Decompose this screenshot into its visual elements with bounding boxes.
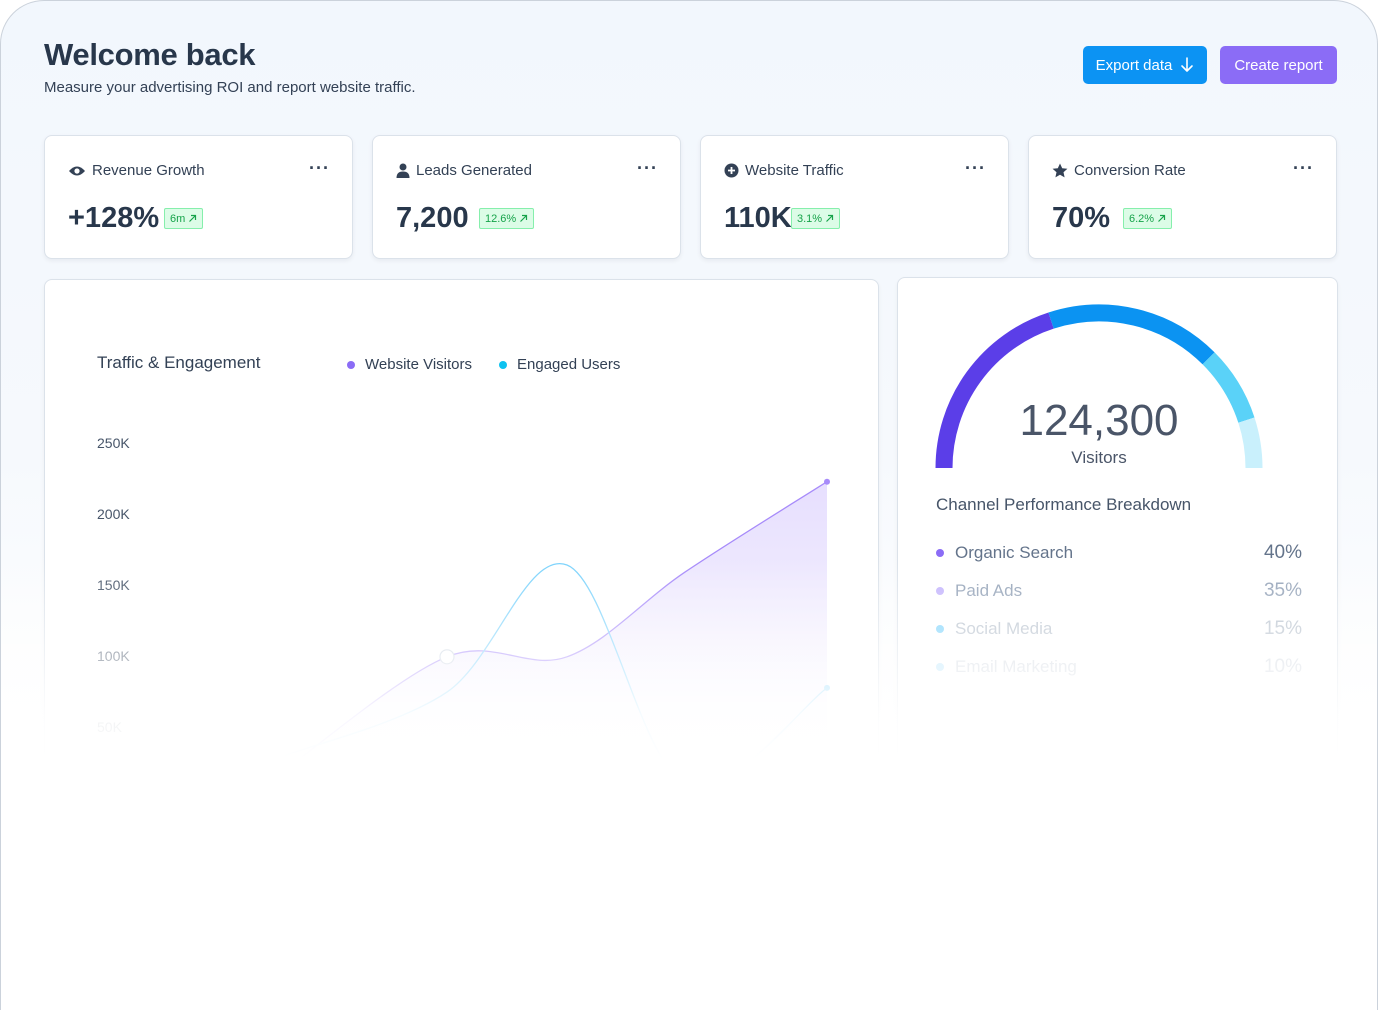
gauge-segment-social-media[interactable] [1202, 352, 1255, 423]
metric-card-leads-generated: Leads Generated ··· 7,200 12.6% [372, 135, 681, 259]
more-options-icon[interactable]: ··· [637, 158, 658, 178]
channel-dot-icon [936, 663, 944, 671]
trend-badge: 6.2% [1123, 208, 1173, 229]
y-tick-label: 200K [97, 506, 130, 522]
channel-row-email-marketing: Email Marketing 10% [936, 656, 1302, 678]
gauge-label: Visitors [1071, 448, 1127, 467]
metric-value: 7,200 [396, 202, 469, 234]
series-area-website-visitors [285, 481, 827, 798]
traffic-engagement-panel: Traffic & Engagement Website Visitors En… [44, 279, 879, 839]
data-point[interactable] [824, 478, 830, 485]
trend-badge-text: 6m [170, 212, 186, 225]
channel-name: Social Media [955, 619, 1053, 638]
more-options-icon[interactable]: ··· [965, 158, 986, 178]
metric-value: +128% [68, 202, 160, 234]
trend-badge-text: 12.6% [485, 212, 517, 225]
legend-dot-icon [347, 360, 355, 369]
legend-dot-icon [499, 360, 507, 369]
channel-performance-panel: 124,300 Visitors Channel Performance Bre… [897, 277, 1338, 837]
legend-label: Website Visitors [365, 356, 472, 373]
legend-label: Engaged Users [517, 356, 621, 373]
gauge-value: 124,300 [1019, 396, 1179, 445]
arrow-up-right-icon [189, 214, 197, 222]
chart-title: Traffic & Engagement [97, 353, 261, 372]
metric-card-conversion-rate: Conversion Rate ··· 70% 6.2% [1028, 135, 1337, 259]
arrow-down-icon [1181, 57, 1194, 72]
more-options-icon[interactable]: ··· [1293, 158, 1314, 178]
channel-row-social-media: Social Media 15% [936, 618, 1302, 640]
trend-badge-text: 6.2% [1129, 212, 1155, 225]
channel-name: Email Marketing [955, 657, 1077, 676]
export-data-button[interactable]: Export data [1083, 46, 1207, 84]
metric-card-revenue-growth: Revenue Growth ··· +128% 6m [44, 135, 353, 259]
eye-icon [69, 166, 85, 175]
arrow-up-right-icon [826, 214, 834, 222]
arrow-up-right-icon [520, 214, 528, 222]
export-data-label: Export data [1095, 56, 1173, 74]
channel-percent: 10% [1263, 656, 1302, 677]
channel-percent: 40% [1263, 542, 1302, 563]
create-report-button[interactable]: Create report [1220, 46, 1337, 84]
channel-name: Organic Search [955, 543, 1074, 562]
visitors-gauge [935, 304, 1263, 469]
metric-value: 110K [724, 202, 792, 234]
create-report-label: Create report [1234, 56, 1323, 74]
legend-engaged-users[interactable]: Engaged Users [499, 356, 620, 373]
channel-dot-icon [936, 625, 944, 633]
metric-label: Conversion Rate [1074, 162, 1186, 179]
metric-label: Website Traffic [745, 162, 844, 179]
more-options-icon[interactable]: ··· [309, 158, 330, 178]
channel-row-paid-ads: Paid Ads 35% [936, 580, 1302, 602]
gauge-segment-organic-search[interactable] [935, 312, 1054, 469]
gauge-segment-paid-ads[interactable] [1048, 304, 1215, 365]
metric-card-website-traffic: Website Traffic ··· 110K 3.1% [700, 135, 1009, 259]
star-icon [1052, 163, 1068, 178]
traffic-chart-plot [284, 478, 830, 798]
trend-badge: 12.6% [479, 208, 535, 229]
user-icon [396, 163, 410, 178]
page-subtitle: Measure your advertising ROI and report … [44, 79, 416, 96]
trend-badge-text: 3.1% [797, 212, 823, 225]
arrow-up-right-icon [1158, 214, 1166, 222]
breakdown-title: Channel Performance Breakdown [936, 495, 1192, 514]
metric-label: Leads Generated [416, 162, 532, 179]
channel-row-organic-search: Organic Search 40% [936, 542, 1302, 564]
page-title: Welcome back [44, 37, 256, 72]
metric-value: 70% [1052, 202, 1111, 234]
data-point[interactable] [824, 684, 830, 691]
channel-name: Paid Ads [955, 581, 1023, 600]
y-tick-label: 250K [97, 435, 130, 451]
legend-website-visitors[interactable]: Website Visitors [347, 356, 472, 373]
channel-percent: 15% [1263, 618, 1302, 639]
trend-badge: 3.1% [791, 208, 841, 229]
plus-circle-icon [724, 163, 739, 178]
channel-percent: 35% [1263, 580, 1302, 601]
channel-dot-icon [936, 587, 944, 595]
hover-point[interactable] [439, 649, 455, 665]
metric-label: Revenue Growth [92, 162, 205, 179]
gauge-segment-email-marketing[interactable] [1238, 417, 1263, 469]
channel-dot-icon [936, 549, 944, 557]
trend-badge: 6m [164, 208, 204, 229]
